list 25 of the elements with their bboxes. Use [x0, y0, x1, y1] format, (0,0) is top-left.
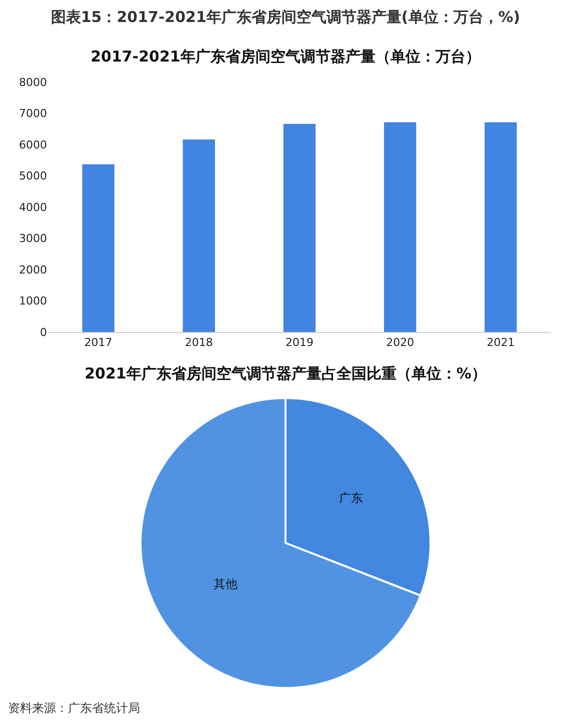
x-tick-label: 2017 [84, 336, 112, 350]
y-tick-label: 4000 [19, 200, 47, 214]
bar [484, 122, 517, 332]
slice-label: 广东 [339, 491, 364, 506]
bar [384, 122, 416, 332]
y-tick-label: 2000 [19, 263, 47, 276]
x-tick-label: 2019 [286, 336, 314, 350]
chart-title: 2021年广东省房间空气调节器产量占全国比重（单位：%） [84, 364, 486, 383]
x-tick-label: 2018 [184, 336, 213, 350]
text: 资料来源：广东省统计局 [8, 700, 140, 717]
slice-label: 其他 [214, 576, 238, 591]
chart-subtitle: 2017-2021年广东省房间空气调节器产量（单位：万台） [90, 47, 480, 66]
y-tick-label: 3000 [19, 232, 47, 246]
y-tick-label: 6000 [19, 138, 47, 152]
y-tick-label: 1000 [19, 294, 47, 308]
bar [82, 164, 114, 332]
y-tick-label: 7000 [19, 107, 47, 120]
chart-title: 图表15：2017-2021年广东省房间空气调节器产量(单位：万台，%) [50, 8, 522, 27]
x-tick-label: 2021 [486, 336, 515, 350]
y-tick-label: 5000 [19, 170, 47, 183]
y-tick-label: 0 [40, 326, 47, 339]
x-tick-label: 2020 [386, 336, 414, 350]
y-tick-label: 8000 [19, 76, 47, 89]
bar [182, 140, 215, 332]
bar [283, 124, 316, 332]
